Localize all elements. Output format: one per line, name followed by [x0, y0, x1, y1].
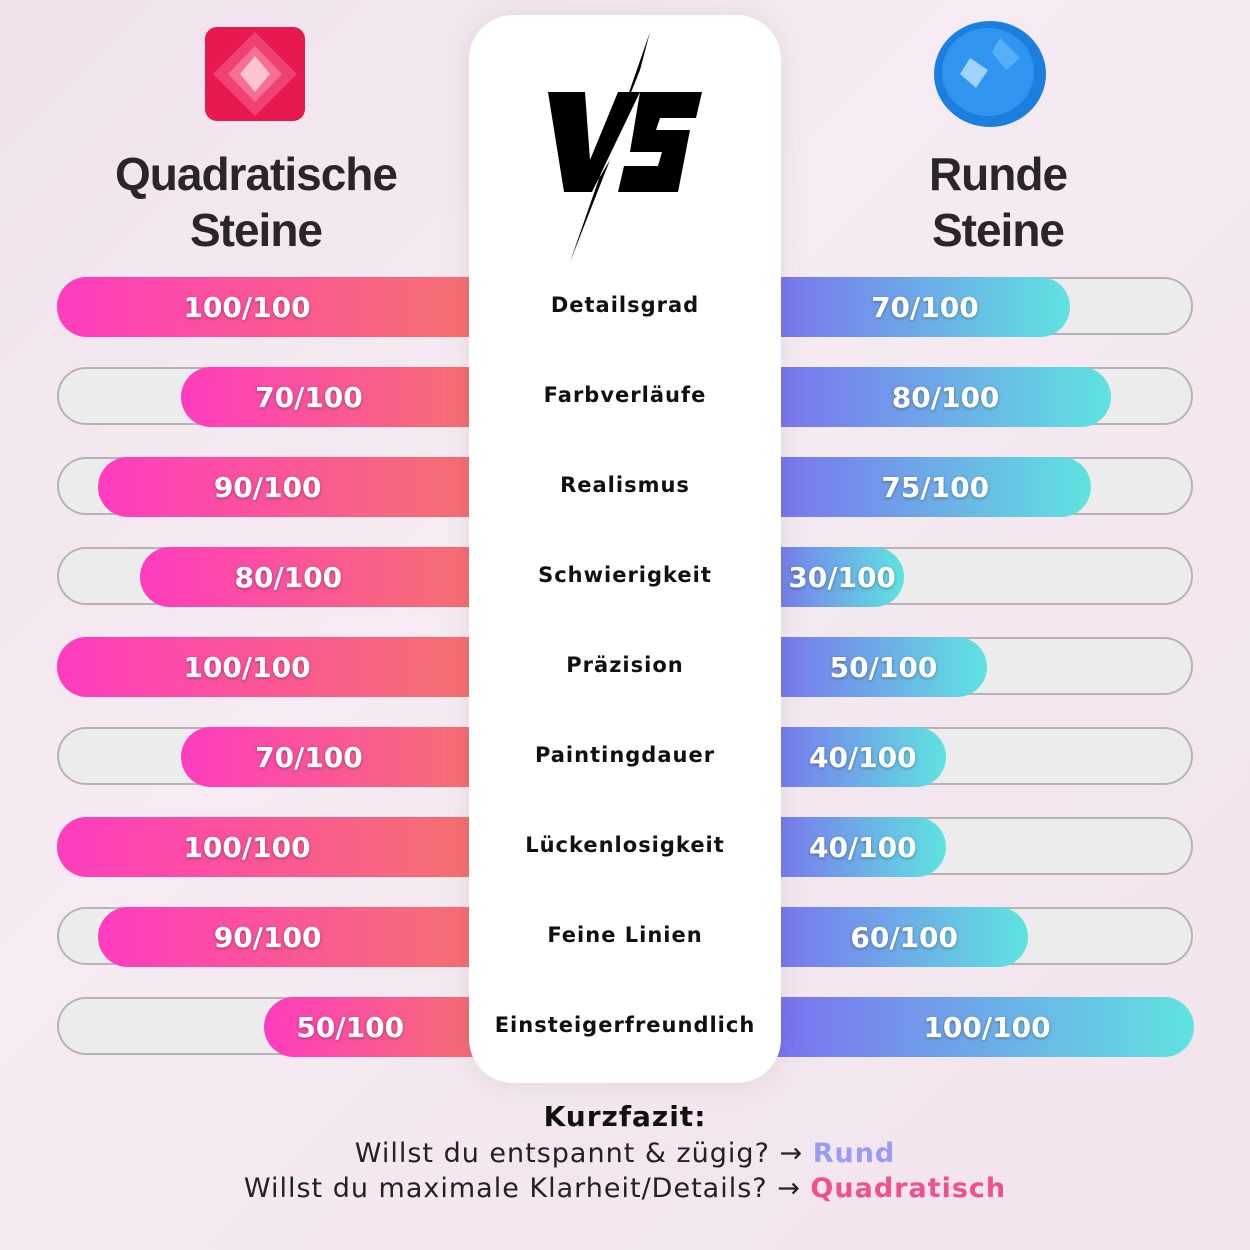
- left-bar-label: 80/100: [234, 560, 343, 594]
- right-bar-fill: 75/100: [760, 457, 1091, 517]
- left-bar-label: 100/100: [183, 830, 311, 864]
- right-bar-label: 30/100: [788, 560, 896, 594]
- blue-round-gem-icon: [934, 21, 1046, 127]
- left-bar-label: 50/100: [296, 1010, 405, 1044]
- summary-answer-rund: Rund: [812, 1138, 896, 1169]
- criterion-label: Einsteigerfreundlich: [494, 1013, 756, 1037]
- left-bar-label: 90/100: [213, 920, 322, 954]
- left-bar-track: 70/100: [57, 367, 497, 427]
- vs-logo-icon: [548, 32, 702, 262]
- right-bar-track: 70/100: [760, 277, 1193, 337]
- criterion-label: Schwierigkeit: [538, 563, 712, 587]
- criterion-label: Farbverläufe: [543, 383, 707, 407]
- left-bar-track: 100/100: [57, 277, 497, 337]
- right-bar-fill: 50/100: [760, 637, 987, 697]
- right-bar-fill: 70/100: [760, 277, 1070, 337]
- criterion-label: Paintingdauer: [534, 743, 716, 767]
- right-bar-label: 40/100: [808, 740, 917, 774]
- left-bar-label: 70/100: [255, 740, 363, 774]
- right-bar-track: 30/100: [760, 547, 1193, 607]
- right-bar-track: 80/100: [760, 367, 1193, 427]
- right-bar-label: 80/100: [891, 380, 1000, 414]
- right-bar-label: 40/100: [808, 830, 917, 864]
- right-bar-track: 40/100: [760, 817, 1193, 877]
- right-bar-label: 60/100: [850, 920, 959, 954]
- right-bar-track: 40/100: [760, 727, 1193, 787]
- right-bar-fill: 100/100: [760, 997, 1194, 1057]
- left-bar-fill: 80/100: [139, 547, 497, 607]
- summary-heading: Kurzfazit:: [543, 1100, 707, 1133]
- left-bar-fill: 100/100: [57, 637, 497, 697]
- criterion-label: Feine Linien: [547, 923, 703, 947]
- left-bar-fill: 70/100: [180, 367, 497, 427]
- left-bar-fill: 100/100: [57, 817, 497, 877]
- left-bar-label: 100/100: [183, 290, 311, 324]
- left-bar-fill: 70/100: [180, 727, 497, 787]
- left-bar-label: 70/100: [255, 380, 363, 414]
- left-bar-track: 50/100: [57, 997, 497, 1057]
- pink-square-gem-icon: [205, 27, 305, 121]
- left-bar-fill: 50/100: [263, 997, 497, 1057]
- right-title-line2: Steine: [931, 204, 1065, 256]
- right-bar-track: 60/100: [760, 907, 1193, 967]
- criterion-label: Lückenlosigkeit: [525, 833, 725, 857]
- right-bar-fill: 30/100: [760, 547, 905, 607]
- left-bar-track: 90/100: [57, 457, 497, 517]
- summary-answer-quadratisch: Quadratisch: [810, 1173, 1007, 1204]
- left-bar-label: 90/100: [213, 470, 322, 504]
- right-bar-fill: 60/100: [760, 907, 1029, 967]
- left-bar-track: 90/100: [57, 907, 497, 967]
- left-bar-track: 70/100: [57, 727, 497, 787]
- right-bar-label: 100/100: [923, 1010, 1051, 1044]
- left-title-line1: Quadratische: [115, 148, 398, 200]
- left-bar-track: 100/100: [57, 637, 497, 697]
- right-bar-track: 100/100: [760, 997, 1194, 1057]
- right-bar-label: 50/100: [829, 650, 938, 684]
- criterion-label: Detailsgrad: [550, 293, 700, 317]
- left-bar-fill: 90/100: [98, 457, 497, 517]
- right-bar-label: 75/100: [881, 470, 990, 504]
- right-title-line1: Runde: [928, 148, 1068, 200]
- left-bar-fill: 90/100: [98, 907, 497, 967]
- left-title-line2: Steine: [189, 204, 323, 256]
- left-bar-track: 100/100: [57, 817, 497, 877]
- right-bar-fill: 80/100: [760, 367, 1112, 427]
- right-bar-fill: 40/100: [760, 817, 946, 877]
- left-bar-label: 100/100: [183, 650, 311, 684]
- right-bar-track: 75/100: [760, 457, 1193, 517]
- summary-line2: Willst du maximale Klarheit/Details? →: [243, 1173, 801, 1204]
- criterion-label: Realismus: [560, 473, 690, 497]
- right-bar-fill: 40/100: [760, 727, 946, 787]
- left-bar-fill: 100/100: [57, 277, 497, 337]
- criterion-label: Präzision: [566, 653, 684, 677]
- left-bar-track: 80/100: [57, 547, 497, 607]
- right-bar-label: 70/100: [871, 290, 979, 324]
- center-panel: [469, 15, 781, 1083]
- right-bar-track: 50/100: [760, 637, 1193, 697]
- summary-line1: Willst du entspannt & zügig? →: [354, 1138, 804, 1169]
